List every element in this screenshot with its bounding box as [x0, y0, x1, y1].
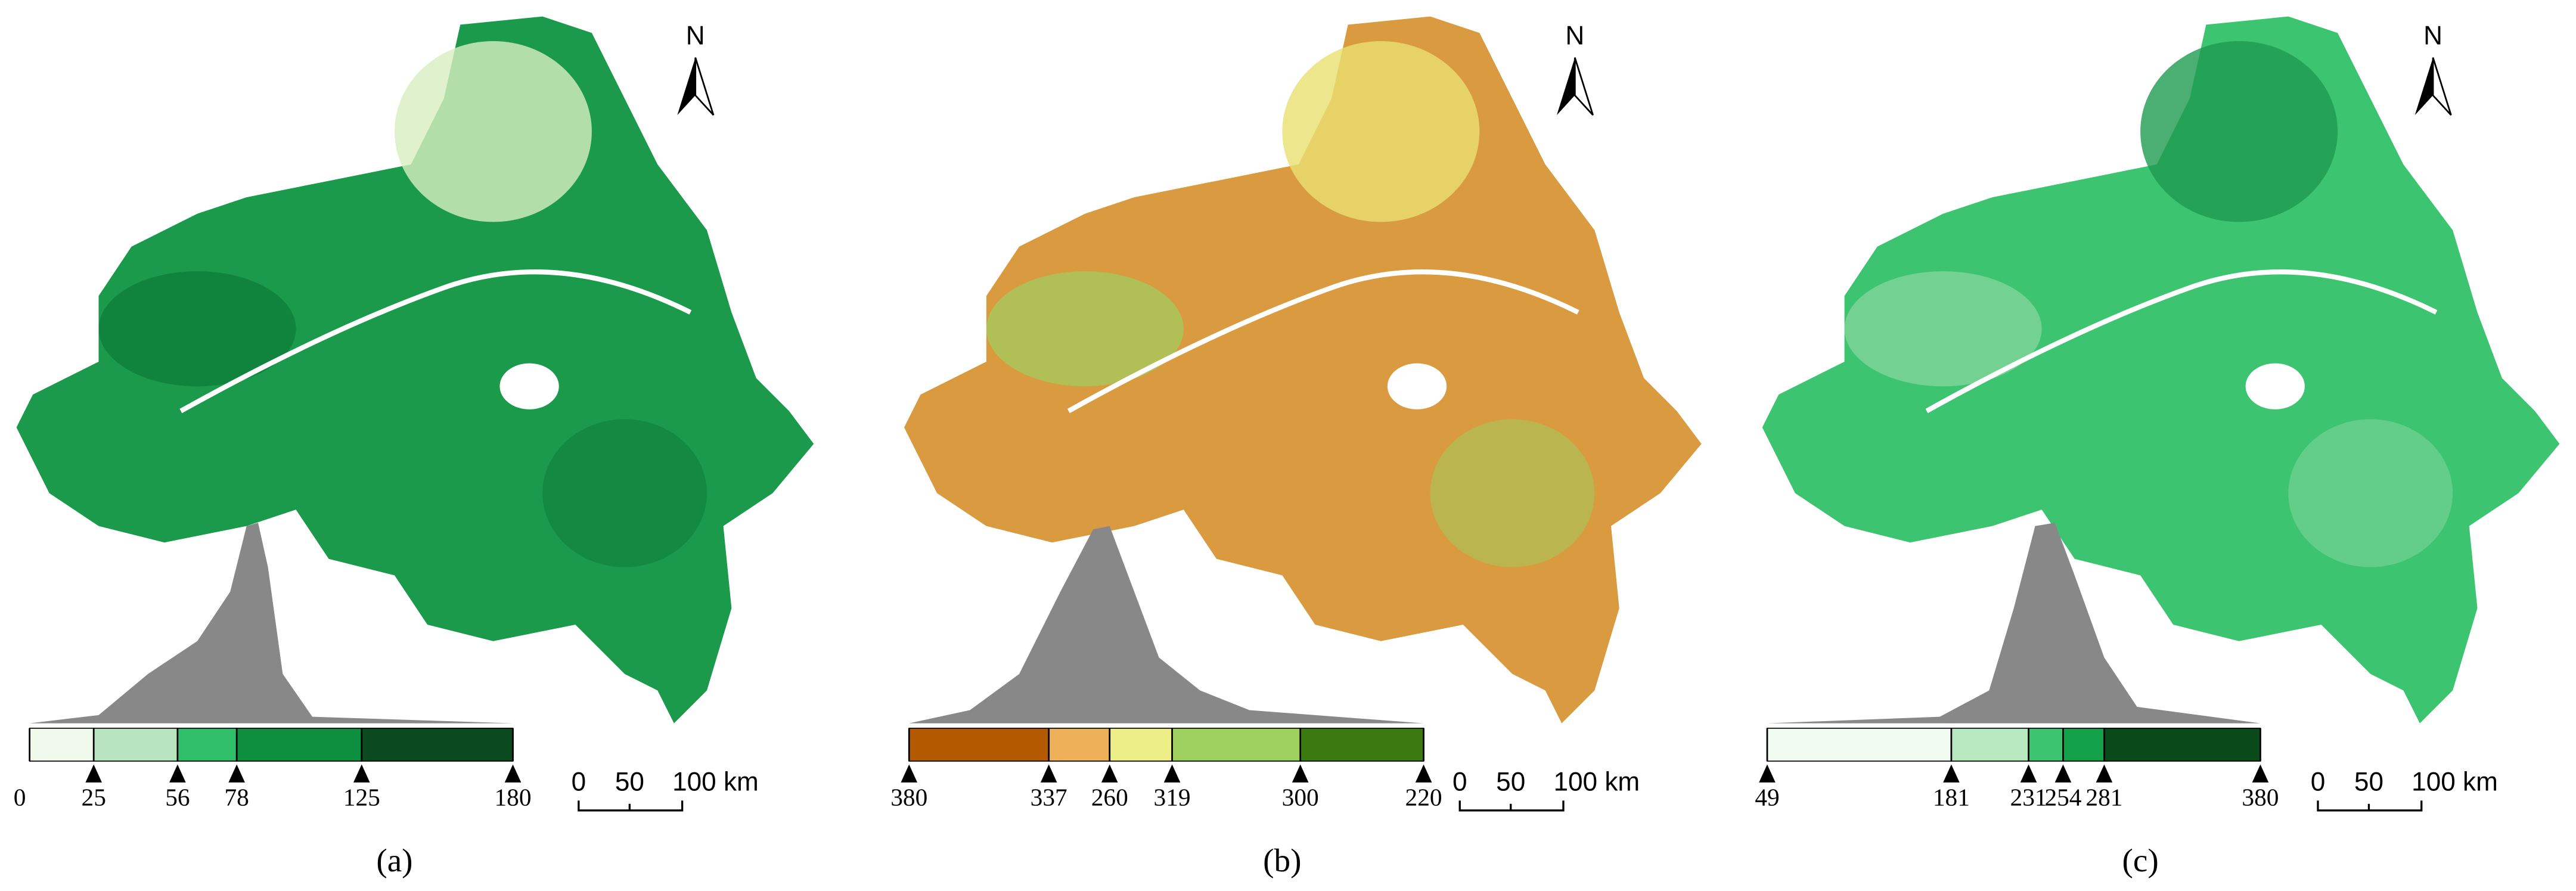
legend-class: [177, 728, 237, 762]
tick-label: 260: [1091, 784, 1128, 811]
tick-label: 300: [1282, 784, 1319, 811]
legend-class: [2103, 728, 2261, 762]
tick-arrow: [85, 764, 103, 783]
north-arrow: [2414, 57, 2434, 116]
map-patch: [2288, 419, 2453, 567]
tick-label: 380: [2242, 784, 2279, 811]
tick-label: 78: [224, 784, 249, 811]
legend-class: [1109, 728, 1173, 762]
tick-arrow: [1101, 764, 1118, 783]
tick-arrow: [901, 764, 918, 783]
north-arrow: [677, 57, 696, 116]
tick-arrow: [2096, 764, 2113, 783]
north-arrow: [694, 57, 715, 116]
legend-class: [2062, 728, 2105, 762]
lake: [1387, 363, 1447, 409]
legend-class: [1951, 728, 2029, 762]
map-patch: [1430, 419, 1595, 567]
tick-label: 281: [2085, 784, 2122, 811]
tick-arrow: [1943, 764, 1960, 783]
tick-label: 0: [14, 784, 26, 811]
north-arrow: [1573, 57, 1594, 116]
tick-arrow: [228, 764, 245, 783]
tick-label: 49: [1755, 784, 1779, 811]
river: [1925, 269, 2438, 414]
tick-arrow: [1759, 764, 1776, 783]
tick-arrow: [353, 764, 370, 783]
tick-arrow: [1292, 764, 1309, 783]
map-patch: [542, 419, 707, 567]
tick-arrow: [169, 764, 186, 783]
scale-label: 0: [1453, 768, 1467, 797]
north-label: N: [686, 21, 705, 51]
lake: [499, 363, 559, 409]
tick-label: 380: [890, 784, 927, 811]
tick-label: 181: [1933, 784, 1970, 811]
tick-label: 319: [1154, 784, 1191, 811]
legend-class: [1299, 728, 1424, 762]
scale-label: 100 km: [2411, 768, 2498, 797]
map-patch: [394, 41, 592, 222]
legend-class: [361, 728, 514, 762]
river: [179, 269, 692, 414]
legend-class: [1767, 728, 1952, 762]
legend-class: [236, 728, 362, 762]
river: [1067, 269, 1579, 414]
map: [1762, 16, 2560, 724]
scale-label: 100 km: [672, 768, 759, 797]
tick-arrow: [1040, 764, 1057, 783]
tick-arrow: [1163, 764, 1181, 783]
histogram: [29, 523, 513, 724]
legend-class: [1048, 728, 1110, 762]
scale-bar: [1458, 800, 1565, 812]
tick-label: 337: [1031, 784, 1067, 811]
legend-class: [1171, 728, 1301, 762]
tick-arrow: [2054, 764, 2072, 783]
map-patch: [98, 271, 296, 387]
legend-class: [29, 728, 95, 762]
tick-arrow: [1415, 764, 1432, 783]
scale-label: 50: [615, 768, 644, 797]
map-patch: [1282, 41, 1480, 222]
panel-label: (a): [376, 842, 412, 878]
lake: [2245, 363, 2305, 409]
north-arrow: [1556, 57, 1575, 116]
scale-bar: [578, 800, 684, 812]
panel-label: (c): [2122, 842, 2158, 878]
histogram: [909, 526, 1424, 724]
tick-label: 180: [495, 784, 532, 811]
tick-label: 220: [1405, 784, 1442, 811]
scale-label: 50: [1496, 768, 1525, 797]
legend-class: [93, 728, 178, 762]
map-patch: [2140, 41, 2338, 222]
tick-label: 25: [82, 784, 106, 811]
legend-class: [908, 728, 1050, 762]
scale-label: 100 km: [1553, 768, 1640, 797]
scale-bar: [2317, 800, 2423, 812]
tick-arrow: [504, 764, 522, 783]
tick-label: 231: [2010, 784, 2047, 811]
north-label: N: [1565, 21, 1584, 51]
tick-arrow: [2252, 764, 2269, 783]
tick-arrow: [2020, 764, 2037, 783]
map-patch: [986, 271, 1184, 387]
panel-label: (b): [1263, 842, 1301, 878]
north-label: N: [2423, 21, 2442, 51]
tick-label: 56: [165, 784, 190, 811]
scale-label: 0: [2311, 768, 2326, 797]
north-arrow: [2432, 57, 2452, 116]
map: [16, 16, 814, 724]
histogram: [1767, 523, 2261, 724]
map-patch: [1844, 271, 2042, 387]
tick-label: 125: [343, 784, 380, 811]
scale-label: 50: [2354, 768, 2383, 797]
tick-label: 254: [2044, 784, 2081, 811]
legend-class: [2028, 728, 2064, 762]
scale-label: 0: [572, 768, 586, 797]
map: [904, 16, 1702, 724]
